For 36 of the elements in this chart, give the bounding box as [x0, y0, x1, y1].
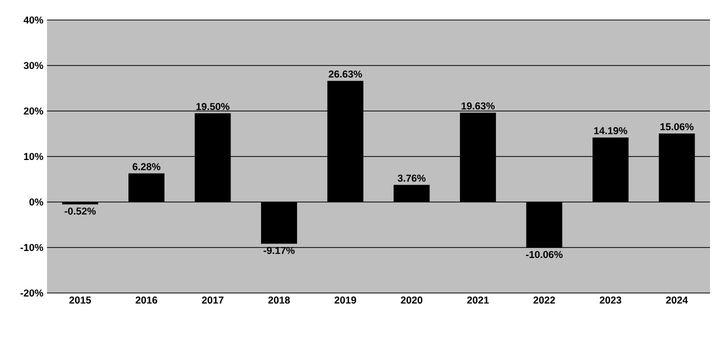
x-tick-label: 2018	[268, 296, 290, 304]
bar	[592, 137, 629, 202]
y-tick-label: -20%	[20, 289, 44, 297]
bar	[658, 133, 695, 202]
data-label: 15.06%	[660, 123, 694, 130]
y-tick-label: 0%	[29, 198, 44, 206]
data-label: 14.19%	[594, 127, 628, 134]
x-tick-label: 2019	[334, 296, 356, 304]
y-tick-label: -10%	[20, 244, 44, 252]
bar	[394, 184, 430, 202]
data-label: 19.50%	[196, 103, 230, 110]
data-label: 26.63%	[328, 70, 362, 78]
bar	[327, 80, 364, 202]
data-label: -0.52%	[64, 208, 96, 215]
y-tick-label: 10%	[24, 152, 44, 160]
x-tick-label: 2020	[400, 296, 422, 304]
bar	[526, 202, 562, 248]
x-tick-label: 2024	[666, 296, 688, 304]
bar	[261, 202, 298, 244]
x-tick-label: 2016	[136, 296, 158, 304]
bar	[194, 113, 231, 202]
bar	[128, 173, 164, 202]
x-tick-label: 2022	[533, 296, 555, 304]
data-label: 6.28%	[132, 163, 160, 170]
y-tick-label: 20%	[24, 107, 44, 115]
x-tick-label: 2021	[467, 296, 489, 304]
y-tick-label: 30%	[24, 62, 44, 70]
data-label: -10.06%	[526, 250, 563, 258]
x-tick-label: 2023	[600, 296, 622, 304]
x-tick-label: 2015	[69, 296, 91, 304]
data-label: 3.76%	[398, 174, 426, 182]
y-tick-label: 40%	[24, 16, 44, 24]
data-label: 19.63%	[462, 102, 495, 110]
bar	[460, 112, 496, 202]
data-label: -9.17%	[264, 246, 295, 254]
x-tick-label: 2017	[202, 296, 224, 304]
